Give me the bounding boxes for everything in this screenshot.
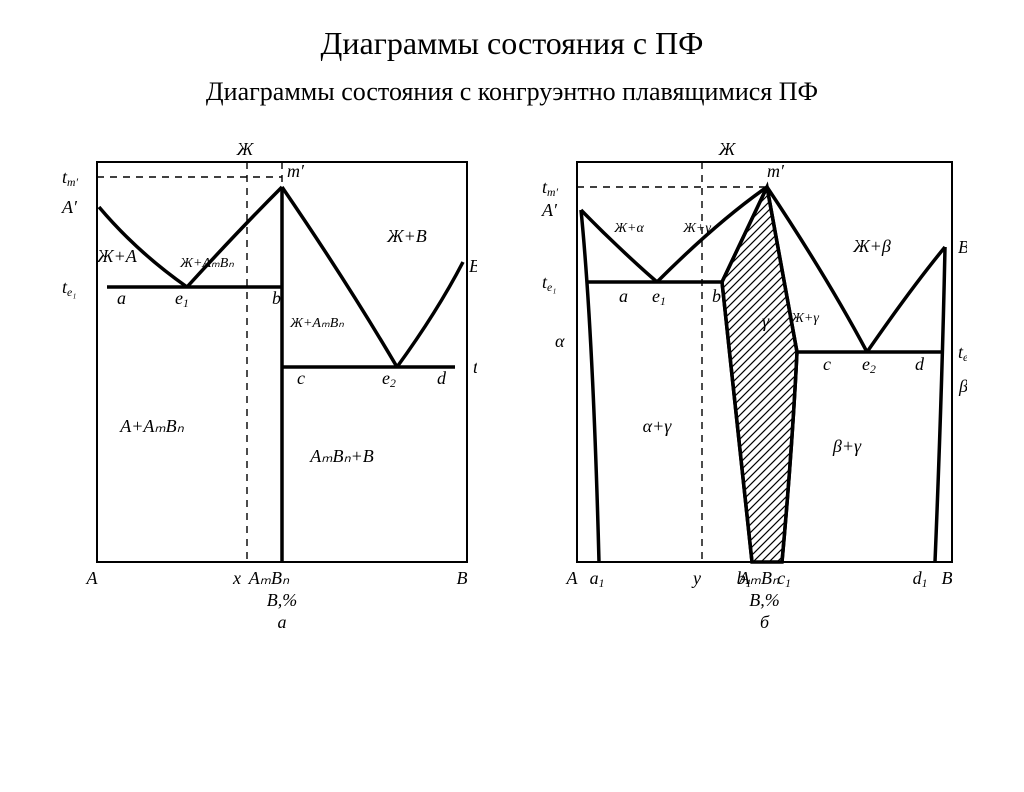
svg-text:Ж+AₘBₙ: Ж+AₘBₙ (179, 256, 234, 271)
svg-text:d1: d1 (913, 568, 928, 590)
svg-text:Ж+B: Ж+B (386, 226, 427, 246)
svg-text:A+AₘBₙ: A+AₘBₙ (119, 416, 184, 436)
diagram-panels: tm′A′te₁te₂Жae1bm′ce2dB′Ж+AЖ+AₘBₙЖ+AₘBₙЖ… (0, 132, 1024, 637)
svg-text:б: б (760, 612, 770, 632)
svg-text:B: B (457, 568, 468, 588)
svg-text:b: b (272, 288, 281, 308)
svg-text:AₘBₙ: AₘBₙ (738, 568, 780, 588)
svg-text:B: B (942, 568, 953, 588)
svg-text:te₂: te₂ (473, 357, 477, 379)
svg-text:Ж+α: Ж+α (613, 221, 644, 236)
svg-text:A: A (86, 568, 99, 588)
svg-text:B′: B′ (958, 237, 967, 257)
svg-text:e2: e2 (862, 354, 876, 376)
svg-text:te₁: te₁ (62, 277, 76, 299)
svg-text:Ж: Ж (236, 139, 255, 159)
svg-text:α: α (555, 331, 565, 351)
svg-text:b: b (712, 286, 721, 306)
svg-text:a1: a1 (590, 568, 605, 590)
svg-text:Ж: Ж (718, 139, 737, 159)
diagram-b: tm′A′ te₁ te₂ B′ Жa e1 b m′ γ c e2 d α β Ж+α Ж+γ Ж+γ Ж+β α… (527, 132, 967, 637)
diagram-a: tm′ A′ te₁ te₂ Жa e1 b m′ c e2 d B′ Ж+A Ж+AₘBₙ Ж+AₘBₙ Ж… (57, 132, 477, 637)
svg-text:β+γ: β+γ (832, 436, 862, 456)
svg-text:A: A (566, 568, 579, 588)
svg-text:A′: A′ (61, 197, 78, 217)
svg-text:m′: m′ (767, 161, 785, 181)
svg-text:A′: A′ (541, 200, 558, 220)
page-title: Диаграммы состояния с ПФ (0, 25, 1024, 62)
svg-text:m′: m′ (287, 161, 305, 181)
svg-text:Ж+γ: Ж+γ (682, 221, 711, 236)
svg-text:γ: γ (762, 311, 770, 331)
svg-text:e1: e1 (175, 288, 189, 310)
svg-text:c1: c1 (777, 568, 791, 590)
page-subtitle: Диаграммы состояния с конгруэнтно плавящ… (0, 77, 1024, 107)
svg-text:B,%: B,% (267, 590, 298, 610)
svg-text:a: a (117, 288, 126, 308)
svg-text:tm′: tm′ (62, 167, 78, 189)
svg-text:te₁: te₁ (542, 272, 556, 294)
svg-text:te₂: te₂ (958, 342, 967, 364)
svg-text:a: a (619, 286, 628, 306)
svg-text:tm′: tm′ (542, 177, 558, 199)
svg-text:Ж+β: Ж+β (852, 236, 891, 256)
svg-text:Ж+γ: Ж+γ (790, 311, 819, 326)
svg-text:d: d (437, 368, 447, 388)
svg-text:а: а (278, 612, 287, 632)
svg-text:y: y (691, 568, 701, 588)
svg-text:Ж+AₘBₙ: Ж+AₘBₙ (289, 316, 344, 331)
svg-text:B′: B′ (469, 256, 477, 276)
svg-text:AₘBₙ+B: AₘBₙ+B (309, 446, 374, 466)
svg-text:Ж+A: Ж+A (96, 246, 138, 266)
svg-text:c: c (823, 354, 831, 374)
svg-text:AₘBₙ: AₘBₙ (248, 568, 290, 588)
svg-text:e1: e1 (652, 286, 666, 308)
svg-text:d: d (915, 354, 925, 374)
svg-text:B,%: B,% (749, 590, 780, 610)
svg-text:x: x (232, 568, 241, 588)
svg-text:e2: e2 (382, 368, 396, 390)
svg-text:β: β (958, 376, 967, 396)
svg-text:α+γ: α+γ (643, 416, 673, 436)
svg-text:c: c (297, 368, 305, 388)
